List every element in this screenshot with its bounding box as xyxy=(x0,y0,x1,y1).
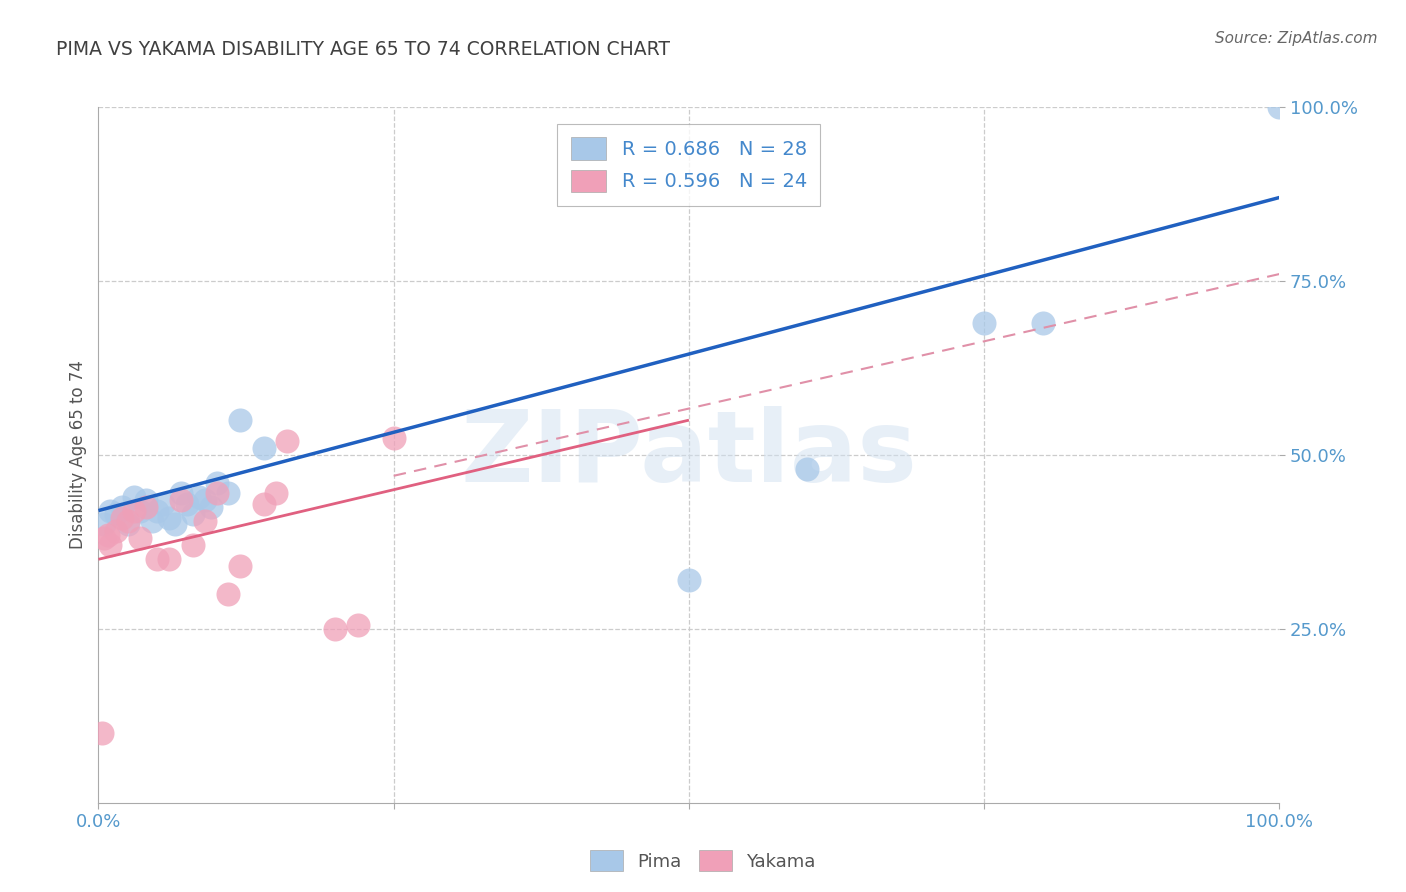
Point xyxy=(217,486,239,500)
Point xyxy=(194,493,217,508)
Point xyxy=(105,524,128,539)
Y-axis label: Disability Age 65 to 74: Disability Age 65 to 74 xyxy=(69,360,87,549)
Point xyxy=(128,503,150,517)
Point xyxy=(141,514,163,528)
Point xyxy=(122,503,145,517)
Point xyxy=(157,552,180,566)
Point xyxy=(205,486,228,500)
Point xyxy=(128,532,150,546)
Point xyxy=(382,431,405,445)
Point xyxy=(111,510,134,524)
Point xyxy=(98,503,121,517)
Legend: R = 0.686   N = 28, R = 0.596   N = 24: R = 0.686 N = 28, R = 0.596 N = 24 xyxy=(557,124,821,205)
Text: PIMA VS YAKAMA DISABILITY AGE 65 TO 74 CORRELATION CHART: PIMA VS YAKAMA DISABILITY AGE 65 TO 74 C… xyxy=(56,40,671,59)
Point xyxy=(1268,100,1291,114)
Point xyxy=(117,517,139,532)
Point xyxy=(97,528,120,542)
Point xyxy=(217,587,239,601)
Point xyxy=(157,510,180,524)
Point xyxy=(1032,316,1054,330)
Point xyxy=(135,493,157,508)
Point xyxy=(253,497,276,511)
Point xyxy=(205,475,228,490)
Point xyxy=(194,514,217,528)
Point xyxy=(98,538,121,552)
Point xyxy=(105,507,128,521)
Point xyxy=(146,552,169,566)
Point xyxy=(276,434,298,448)
Point xyxy=(135,500,157,514)
Text: Source: ZipAtlas.com: Source: ZipAtlas.com xyxy=(1215,31,1378,46)
Point xyxy=(200,500,222,514)
Point xyxy=(187,490,209,504)
Point xyxy=(973,316,995,330)
Point xyxy=(181,538,204,552)
Legend: Pima, Yakama: Pima, Yakama xyxy=(583,843,823,879)
Point xyxy=(122,490,145,504)
Point xyxy=(165,517,187,532)
Point xyxy=(93,532,115,546)
Point xyxy=(91,726,114,740)
Point xyxy=(229,559,252,574)
Point xyxy=(152,497,174,511)
Point xyxy=(796,462,818,476)
Point xyxy=(146,503,169,517)
Point xyxy=(347,618,370,632)
Point xyxy=(229,413,252,427)
Point xyxy=(111,500,134,514)
Point xyxy=(170,486,193,500)
Point xyxy=(170,493,193,508)
Text: ZIPatlas: ZIPatlas xyxy=(461,407,917,503)
Point xyxy=(678,573,700,587)
Point xyxy=(323,622,346,636)
Point xyxy=(181,507,204,521)
Point xyxy=(93,517,115,532)
Point xyxy=(253,441,276,455)
Point xyxy=(176,497,198,511)
Point xyxy=(117,514,139,528)
Point xyxy=(264,486,287,500)
